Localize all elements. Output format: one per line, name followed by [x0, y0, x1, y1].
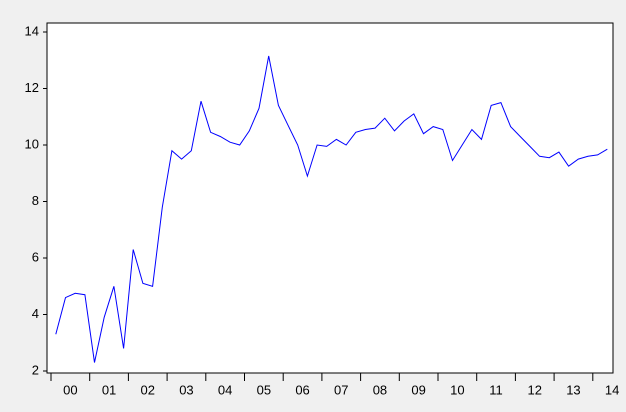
x-tick-label: 02 — [141, 382, 155, 397]
x-tick-label: 13 — [566, 382, 580, 397]
x-tick-label: 14 — [605, 382, 619, 397]
x-tick-label: 07 — [334, 382, 348, 397]
plot-area — [46, 22, 614, 374]
x-tick-label: 05 — [257, 382, 271, 397]
x-tick-label: 12 — [528, 382, 542, 397]
x-tick-label: 09 — [411, 382, 425, 397]
y-tick-label: 6 — [32, 249, 39, 264]
x-tick-label: 11 — [489, 382, 503, 397]
x-tick-label: 10 — [450, 382, 464, 397]
y-tick-label: 4 — [32, 306, 39, 321]
x-tick-label: 01 — [102, 382, 116, 397]
y-tick-label: 2 — [32, 362, 39, 377]
x-tick-label: 06 — [295, 382, 309, 397]
x-tick-label: 00 — [63, 382, 77, 397]
line-series — [55, 55, 608, 363]
x-tick-label: 08 — [373, 382, 387, 397]
x-tick-label: 04 — [218, 382, 232, 397]
y-tick-label: 8 — [32, 193, 39, 208]
x-tick-label: 03 — [179, 382, 193, 397]
y-tick-label: 12 — [25, 80, 39, 95]
y-tick-label: 10 — [25, 136, 39, 151]
y-tick-label: 14 — [25, 23, 39, 38]
